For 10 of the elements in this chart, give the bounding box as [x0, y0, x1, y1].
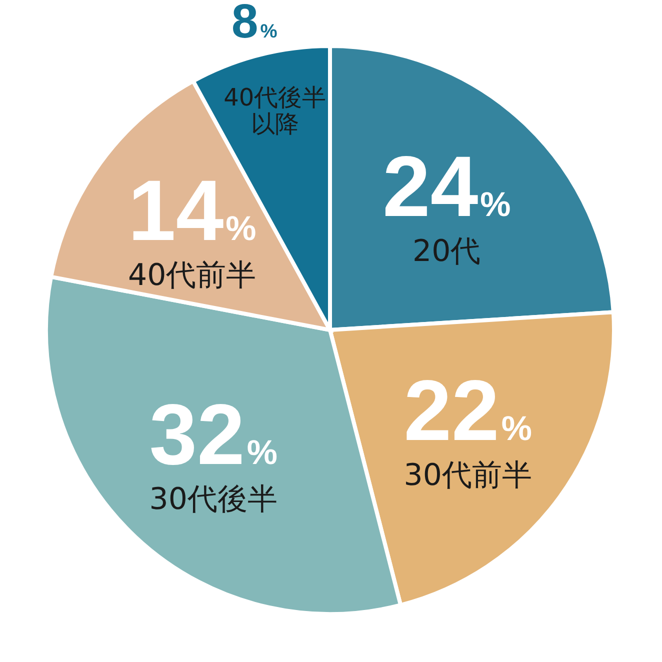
slice-label: 40代前半 — [128, 258, 256, 293]
slice-label: 40代後半以降 — [224, 83, 326, 138]
data-label: 24% — [382, 138, 511, 235]
data-label: 14% — [128, 162, 256, 259]
data-label: 22% — [404, 363, 532, 460]
data-label: 8% — [232, 0, 278, 49]
slice-label: 20代 — [412, 234, 481, 269]
data-label: 32% — [149, 387, 278, 484]
slice-label: 30代後半 — [149, 482, 278, 518]
slice-label: 30代前半 — [404, 458, 532, 494]
